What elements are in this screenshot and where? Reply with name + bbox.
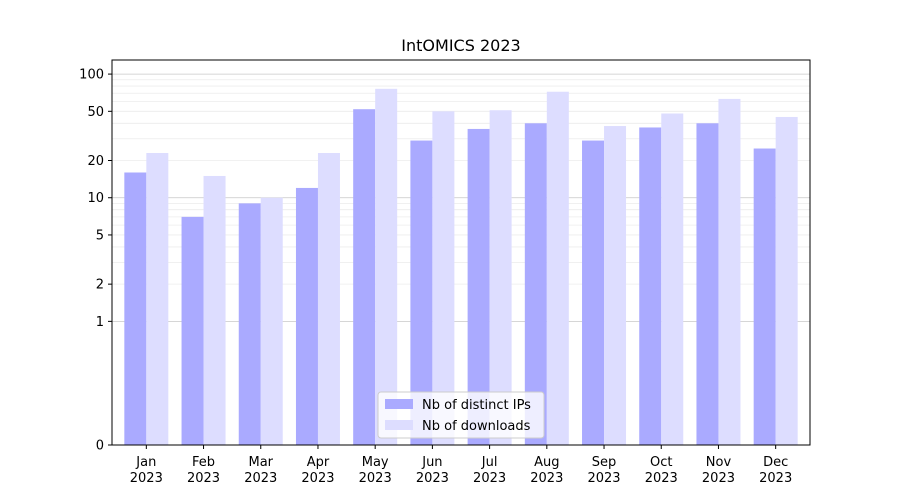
bar-downloads-sep: [604, 126, 627, 445]
bar-distinct-ips-may: [353, 109, 376, 445]
y-tick-label: 0: [96, 439, 104, 454]
legend-label: Nb of distinct IPs: [422, 398, 531, 413]
bar-distinct-ips-aug: [524, 123, 547, 445]
bar-distinct-ips-jan: [124, 172, 147, 446]
x-axis: Jan2023Feb2023Mar2023Apr2023May2023Jun20…: [130, 445, 792, 486]
x-tick-label-month: Sep: [592, 455, 617, 470]
chart-title: IntOMICS 2023: [401, 36, 520, 55]
x-tick-label-month: Jan: [135, 455, 156, 470]
x-tick-label-year: 2023: [244, 471, 277, 486]
bar-distinct-ips-nov: [696, 123, 719, 445]
bar-distinct-ips-apr: [295, 187, 318, 445]
bar-downloads-feb: [203, 175, 226, 445]
x-tick-label-year: 2023: [473, 471, 506, 486]
bar-downloads-apr: [317, 153, 340, 445]
x-tick-label-month: Apr: [307, 455, 330, 470]
y-tick-label: 2: [96, 278, 104, 293]
x-tick-label-year: 2023: [645, 471, 678, 486]
bar-distinct-ips-feb: [181, 216, 204, 445]
bar-downloads-dec: [775, 116, 798, 445]
y-tick-label: 10: [87, 191, 104, 206]
x-tick-label-month: Nov: [706, 455, 732, 470]
bars: [124, 88, 798, 446]
y-tick-label: 50: [87, 105, 104, 120]
bar-distinct-ips-oct: [639, 127, 662, 446]
legend-label: Nb of downloads: [422, 419, 531, 434]
x-tick-label-month: Oct: [650, 455, 672, 470]
x-tick-label-year: 2023: [359, 471, 392, 486]
bar-distinct-ips-mar: [238, 203, 261, 445]
bar-distinct-ips-jun: [410, 140, 433, 445]
bar-downloads-may: [375, 88, 398, 445]
x-tick-label-month: Jun: [421, 455, 442, 470]
x-tick-label-year: 2023: [301, 471, 334, 486]
bar-distinct-ips-sep: [582, 140, 605, 445]
legend-swatch: [385, 420, 413, 430]
legend-swatch: [385, 399, 413, 409]
x-tick-label-month: Dec: [763, 455, 788, 470]
bar-downloads-oct: [661, 113, 684, 446]
x-tick-label-year: 2023: [759, 471, 792, 486]
grid-lines: [112, 73, 810, 322]
bar-downloads-mar: [260, 197, 283, 445]
x-tick-label-month: Jul: [481, 455, 498, 470]
legend: Nb of distinct IPs Nb of downloads: [377, 391, 545, 439]
x-tick-label-year: 2023: [130, 471, 163, 486]
y-axis: 0 1 2 5 10 20 50 100: [79, 68, 112, 454]
bar-distinct-ips-jul: [467, 128, 490, 445]
legend-box: [377, 391, 545, 439]
x-tick-label-year: 2023: [187, 471, 220, 486]
plot-frame: [111, 59, 811, 446]
y-tick-label: 1: [96, 315, 104, 330]
x-tick-label-year: 2023: [587, 471, 620, 486]
x-tick-label-year: 2023: [416, 471, 449, 486]
x-tick-label-month: Mar: [248, 455, 273, 470]
bar-downloads-aug: [546, 91, 569, 445]
bar-downloads-nov: [718, 98, 741, 445]
x-tick-label-year: 2023: [702, 471, 735, 486]
y-tick-label: 5: [96, 228, 104, 243]
x-tick-label-year: 2023: [530, 471, 563, 486]
y-tick-label: 20: [87, 154, 104, 169]
bar-downloads-jul: [489, 110, 512, 445]
bar-downloads-jan: [146, 153, 169, 445]
bar-distinct-ips-dec: [753, 148, 776, 445]
x-tick-label-month: Feb: [192, 455, 215, 470]
x-tick-label-month: May: [362, 455, 389, 470]
x-tick-label-month: Aug: [534, 455, 559, 470]
y-tick-label: 100: [79, 68, 104, 83]
bar-downloads-jun: [432, 111, 455, 445]
